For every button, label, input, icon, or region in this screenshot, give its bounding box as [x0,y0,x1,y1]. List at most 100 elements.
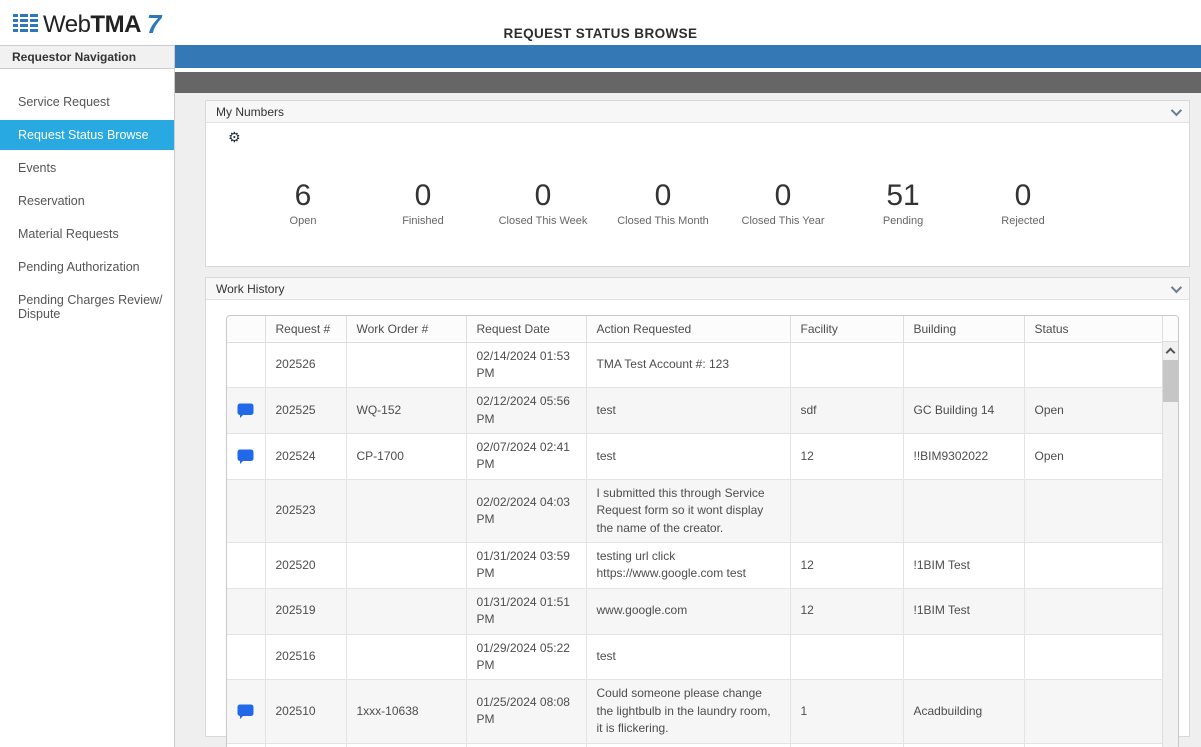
work-history-table: Request # Work Order # Request Date Action … [227,316,1163,747]
cell-date: 02/07/2024 02:41 PM [465,433,586,480]
cell-building: Smith Hall [902,743,1024,747]
table-row[interactable]: 202525 WQ-152 02/12/2024 05:56 PM test sdf GC… [227,387,1163,435]
cell-request: 202510 [264,679,346,744]
table-header-row: Request # Work Order # Request Date Action … [227,316,1163,343]
cell-date: 02/14/2024 01:53 PM [465,342,586,389]
cell-status: Open [1023,387,1163,435]
stat-value: 0 [654,179,672,212]
table-row[interactable]: 202519 01/31/2024 01:51 PM www.google.com 1… [227,588,1163,635]
column-header-request[interactable]: Request # [264,316,346,343]
cell-building [902,342,1024,389]
gray-toolbar [175,72,1201,93]
cell-action: I submitted this through Service Request… [585,479,790,544]
work-history-panel: Work History Request # Work Order # Reques… [205,277,1190,747]
cell-date: 01/31/2024 03:59 PM [465,542,586,589]
stat-open: 6 Open [243,179,363,227]
cell-request: 202524 [264,433,346,480]
chevron-down-icon[interactable] [1170,281,1183,293]
cell-action: Could someone please change the lightbul… [585,679,790,744]
table-row[interactable]: 202510 1xxx-10638 01/25/2024 08:08 PM Could… [227,679,1163,744]
cell-building: Acadbuilding [902,679,1024,744]
work-history-title: Work History [216,281,285,296]
cell-building: !!BIM9302022 [902,433,1024,480]
vertical-scroll-thumb[interactable] [1163,360,1178,402]
cell-status: Budgetary constraints [1023,743,1163,747]
stat-closed-this-week: 0 Closed This Week [483,179,603,227]
grid-logo-icon [13,14,38,32]
column-header-building[interactable]: Building [902,316,1024,343]
logo-seven: 7 [146,9,162,39]
stat-label: Finished [402,215,444,227]
cell-facility [789,479,903,544]
stat-value: 6 [294,179,312,212]
cell-request: 202526 [264,342,346,389]
cell-facility [789,634,903,681]
cell-date: 01/25/2024 08:08 PM [465,679,586,744]
blue-toolbar [175,45,1201,68]
cell-facility: 12 [789,588,903,635]
cell-comment [227,743,265,747]
cell-date: 02/02/2024 04:03 PM [465,479,586,544]
chevron-down-icon[interactable] [1170,104,1183,116]
cell-comment[interactable] [227,679,265,744]
table-row[interactable]: 202520 01/31/2024 03:59 PM testing url cli… [227,542,1163,589]
table-row[interactable]: 202523 02/02/2024 04:03 PM I submitted thi… [227,479,1163,544]
gear-icon[interactable]: ⚙ [228,130,241,146]
stat-label: Closed This Month [617,215,709,227]
scroll-up-icon[interactable] [1165,347,1176,358]
cell-status [1023,634,1163,681]
cell-status [1023,342,1163,389]
sidebar-item-events[interactable]: Events [18,161,57,175]
cell-work_order: CP-1700 [345,433,466,480]
cell-comment[interactable] [227,433,265,480]
stat-label: Open [289,215,317,227]
cell-building [902,479,1024,544]
cell-comment[interactable] [227,387,265,435]
webtma-logo: WebTMA 7 [12,9,161,40]
cell-request: 202516 [264,634,346,681]
column-header-request-date[interactable]: Request Date [465,316,586,343]
cell-facility: Main Campus [789,743,903,747]
stat-closed-this-year: 0 Closed This Year [723,179,843,227]
cell-action: test [585,387,790,435]
sidebar-item-request-status-browse[interactable]: Request Status Browse [0,120,174,150]
table-row[interactable]: 202524 CP-1700 02/07/2024 02:41 PM test 12!!… [227,433,1163,480]
sidebar-item-material-requests[interactable]: Material Requests [18,227,119,241]
cell-status [1023,479,1163,544]
column-header-work-order[interactable]: Work Order # [345,316,466,343]
sidebar: Requestor Navigation Service Request Requ… [0,45,175,747]
cell-facility: 1 [789,679,903,744]
cell-work_order: WQ-152 [345,387,466,435]
sidebar-item-service-request[interactable]: Service Request [18,95,110,109]
stats-row: 6 Open 0 Finished 0 Closed This Week 0 Closed T… [243,179,1189,227]
cell-comment [227,342,265,389]
column-header-action-requested[interactable]: Action Requested [585,316,790,343]
cell-status [1023,542,1163,589]
column-header-icon [227,316,265,343]
sidebar-item-pending-authorization[interactable]: Pending Authorization [18,260,140,274]
cell-action: TMA Test Account #: 123 [585,342,790,389]
vertical-scrollbar[interactable] [1162,316,1178,747]
cell-facility: 12 [789,433,903,480]
table-row[interactable]: 202509 01/25/2024 10:52 AMLowes My room i… [227,743,1163,747]
column-header-status[interactable]: Status [1023,316,1163,343]
cell-work_order: 1xxx-10638 [345,679,466,744]
cell-action: www.google.com [585,588,790,635]
stat-value: 51 [886,179,920,212]
table-row[interactable]: 202516 01/29/2024 05:22 PM test [227,634,1163,681]
top-header: WebTMA 7 REQUEST STATUS BROWSE [0,0,1201,45]
stat-finished: 0 Finished [363,179,483,227]
cell-date: 01/25/2024 10:52 AM [465,743,586,747]
sidebar-item-reservation[interactable]: Reservation [18,194,85,208]
sidebar-header: Requestor Navigation [0,45,174,69]
cell-work_order [345,342,466,389]
table-row[interactable]: 202526 02/14/2024 01:53 PM TMA Test Accoun… [227,342,1163,389]
stat-label: Closed This Week [498,215,588,227]
column-header-facility[interactable]: Facility [789,316,903,343]
cell-request: 202523 [264,479,346,544]
stat-value: 0 [774,179,792,212]
sidebar-item-pending-charges-review-dispute[interactable]: Pending Charges Review/ Dispute [18,293,163,321]
work-history-grid: Request # Work Order # Request Date Action … [226,315,1179,747]
cell-facility [789,342,903,389]
cell-building [902,634,1024,681]
